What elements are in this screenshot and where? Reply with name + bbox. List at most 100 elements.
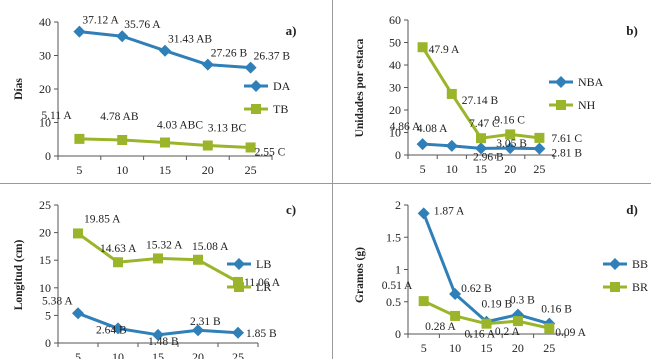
x-tick-label: 15: [152, 350, 164, 359]
data-label: 37.12 A: [82, 15, 119, 27]
data-label: 31.43 AB: [168, 34, 212, 46]
y-tick-label: 20: [39, 226, 51, 240]
y-tick-label: 10: [389, 126, 401, 140]
panel-c: 0 5 10 15 20 25 5 10 15 20 25 Longitud (cm) c) 5.38 A…: [0, 184, 332, 359]
y-tick-label: 30: [39, 49, 51, 63]
y-tick-label: 30: [389, 81, 401, 95]
diamond-marker: [116, 30, 129, 43]
diamond-marker: [475, 142, 487, 155]
panel-label: d): [626, 202, 638, 217]
x-tick-label: 5: [421, 341, 427, 355]
data-label: 5.11 A: [41, 110, 72, 122]
data-label: 0.19 B: [482, 299, 513, 311]
y-axis-title: Gramos (g): [354, 247, 366, 303]
y-tick-label: 0: [395, 327, 401, 341]
legend-diamond-marker: [250, 80, 262, 92]
panel-label: b): [626, 23, 638, 38]
x-tick-label: 10: [446, 162, 458, 176]
x-tick-label: 25: [533, 162, 545, 176]
data-label: 4.86 A: [390, 121, 421, 133]
legend-label: BB: [632, 257, 648, 271]
square-marker: [117, 134, 128, 145]
data-label: 0.09 A: [555, 327, 586, 339]
y-tick-label: 0: [395, 148, 401, 162]
data-label: 2.55 C: [255, 146, 286, 158]
y-tick-label: 50: [389, 36, 401, 50]
y-tick-label: 1: [395, 263, 401, 277]
horizontal-divider: [0, 183, 651, 184]
square-marker: [481, 318, 492, 329]
diamond-marker: [159, 44, 171, 57]
vertical-divider: [332, 0, 333, 359]
data-label: 3.13 BC: [208, 123, 247, 135]
chart-svg: 0 10 20 30 40 50 60 5 10 15 20 25 Unidades por estac…: [354, 13, 638, 176]
data-label: 7.61 C: [551, 133, 582, 145]
diamond-marker: [112, 322, 124, 335]
x-tick-label: 15: [481, 341, 493, 355]
data-label: 4.78 AB: [100, 111, 139, 123]
legend-square-marker: [234, 282, 244, 292]
x-tick-label: 10: [116, 163, 128, 177]
diamond-marker: [244, 61, 257, 74]
square-marker: [153, 253, 163, 264]
y-tick-label: 0: [45, 149, 51, 163]
x-tick-label: 10: [449, 341, 461, 355]
square-marker: [245, 142, 256, 153]
legend-square-marker: [251, 104, 261, 114]
data-label: 35.76 A: [124, 19, 161, 31]
panel-d: 0 0.5 1 1.5 2 5 10 15 20 25 Gramos (g) d) 1.87 A 0.62…: [333, 184, 651, 359]
data-label: 2.31 B: [190, 316, 221, 328]
data-label: 1.48 B: [148, 336, 179, 348]
data-label: 1.85 B: [246, 328, 277, 340]
diamond-marker: [417, 207, 430, 220]
square-marker: [193, 254, 203, 265]
y-tick-label: 25: [39, 198, 51, 212]
square-marker: [74, 133, 85, 144]
y-tick-label: 5: [45, 308, 51, 322]
y-tick-label: 20: [39, 82, 51, 96]
legend-label: NBA: [578, 75, 604, 89]
data-label: 1.87 A: [434, 205, 465, 217]
chart-svg: 0 5 10 15 20 25 5 10 15 20 25 Longitud (cm) c) 5.38 A…: [13, 198, 296, 359]
diamond-marker: [73, 25, 86, 38]
data-label: 27.14 B: [462, 95, 499, 107]
diamond-marker: [449, 288, 462, 301]
square-marker: [450, 310, 461, 321]
x-tick-label: 10: [112, 350, 124, 359]
legend-label: LR: [256, 280, 271, 294]
square-marker: [505, 129, 516, 140]
diamond-marker: [504, 142, 517, 155]
panel-b: 0 10 20 30 40 50 60 5 10 15 20 25 Unidades por estac…: [333, 0, 651, 183]
data-label: 0.62 B: [461, 283, 492, 295]
diamond-marker: [72, 307, 84, 320]
x-tick-label: 25: [543, 341, 555, 355]
x-tick-label: 5: [420, 162, 426, 176]
data-label: 11.06 A: [244, 277, 281, 289]
y-tick-label: 40: [389, 58, 401, 72]
data-label: 4.03 ABC: [157, 119, 203, 131]
legend-label: BR: [632, 280, 648, 294]
legend-square-marker: [556, 100, 566, 110]
square-marker: [544, 323, 555, 334]
y-tick-label: 15: [39, 253, 51, 267]
diamond-marker: [192, 324, 204, 337]
diamond-marker: [533, 142, 546, 155]
data-label: 15.08 A: [192, 241, 229, 253]
data-label: 9.16 C: [494, 114, 525, 126]
panel-a: 0 10 20 30 40 5 10 15 20 25 Días a) 37.12 A 35.76 A 31…: [0, 0, 332, 183]
panel-label: c): [286, 202, 296, 217]
data-label: 19.85 A: [84, 213, 121, 225]
square-marker: [418, 296, 429, 307]
square-marker: [113, 257, 123, 268]
data-label: 2.81 B: [551, 148, 582, 160]
data-label: 5.38 A: [42, 295, 73, 307]
data-label: 27.26 B: [211, 48, 248, 60]
square-marker: [476, 133, 486, 144]
data-label: 0.16 A: [465, 329, 496, 341]
legend-diamond-marker: [609, 258, 621, 270]
x-tick-label: 20: [192, 350, 204, 359]
y-tick-label: 2: [395, 198, 401, 212]
square-marker: [512, 316, 523, 327]
